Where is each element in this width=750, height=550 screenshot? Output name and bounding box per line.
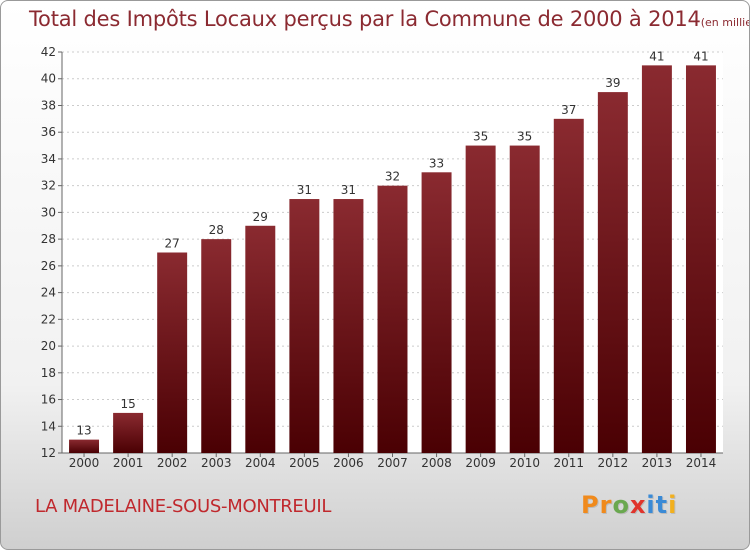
x-tick-label: 2005 bbox=[289, 456, 320, 470]
x-tick-label: 2013 bbox=[642, 456, 673, 470]
y-tick-label: 40 bbox=[41, 72, 56, 86]
bar-value-label: 39 bbox=[605, 76, 620, 90]
bar bbox=[377, 185, 408, 453]
bar-value-label: 33 bbox=[429, 156, 444, 170]
y-tick-label: 18 bbox=[41, 366, 56, 380]
proxiti-logo: Proxiti bbox=[581, 491, 677, 519]
logo-letter: i bbox=[668, 491, 678, 519]
bar bbox=[421, 172, 452, 454]
bar bbox=[553, 118, 584, 453]
x-tick-label: 2002 bbox=[157, 456, 188, 470]
y-tick-label: 38 bbox=[41, 98, 56, 112]
y-tick-label: 14 bbox=[41, 419, 56, 433]
x-tick-label: 2010 bbox=[509, 456, 540, 470]
bar-value-label: 37 bbox=[561, 103, 576, 117]
x-tick-label: 2011 bbox=[553, 456, 584, 470]
x-tick-label: 2014 bbox=[686, 456, 717, 470]
bar bbox=[201, 239, 232, 453]
y-tick-label: 30 bbox=[41, 205, 56, 219]
bar bbox=[333, 199, 364, 453]
x-tick-label: 2003 bbox=[201, 456, 232, 470]
chart-unit: (en milliers d'€) bbox=[700, 16, 749, 29]
bar-value-label: 31 bbox=[341, 183, 356, 197]
bar bbox=[113, 412, 144, 453]
bar-value-label: 27 bbox=[165, 237, 180, 251]
chart-title: Total des Impôts Locaux perçus par la Co… bbox=[29, 7, 749, 31]
x-tick-label: 2001 bbox=[113, 456, 144, 470]
y-tick-label: 32 bbox=[41, 179, 56, 193]
x-tick-label: 2012 bbox=[598, 456, 629, 470]
logo-letter: i bbox=[646, 491, 656, 519]
logo-letter: P bbox=[581, 491, 600, 519]
bar bbox=[69, 439, 100, 453]
y-tick-label: 24 bbox=[41, 286, 56, 300]
y-tick-label: 12 bbox=[41, 446, 56, 460]
bar bbox=[597, 92, 628, 453]
y-tick-label: 28 bbox=[41, 232, 56, 246]
bar bbox=[245, 225, 276, 453]
logo-letter: t bbox=[655, 491, 669, 519]
bar-value-label: 13 bbox=[76, 424, 91, 438]
bar-value-label: 31 bbox=[297, 183, 312, 197]
bar-value-label: 28 bbox=[209, 223, 224, 237]
bar-value-label: 29 bbox=[253, 210, 268, 224]
commune-name: LA MADELAINE-SOUS-MONTREUIL bbox=[35, 496, 332, 517]
y-tick-label: 42 bbox=[41, 45, 56, 59]
x-tick-label: 2004 bbox=[245, 456, 276, 470]
bar bbox=[157, 252, 188, 453]
bar-value-label: 32 bbox=[385, 170, 400, 184]
y-tick-label: 26 bbox=[41, 259, 56, 273]
logo-letter: x bbox=[629, 491, 647, 519]
bar bbox=[465, 145, 496, 454]
logo-letter: r bbox=[599, 491, 613, 519]
bar-value-label: 41 bbox=[649, 49, 664, 63]
bar-value-label: 15 bbox=[120, 397, 135, 411]
bar-value-label: 41 bbox=[693, 49, 708, 63]
y-tick-label: 20 bbox=[41, 339, 56, 353]
x-tick-label: 2009 bbox=[465, 456, 496, 470]
y-tick-label: 22 bbox=[41, 312, 56, 326]
y-tick-label: 36 bbox=[41, 125, 56, 139]
x-tick-label: 2007 bbox=[377, 456, 408, 470]
y-tick-label: 34 bbox=[41, 152, 56, 166]
logo-letter: o bbox=[612, 491, 630, 519]
bar bbox=[289, 199, 320, 453]
x-tick-label: 2000 bbox=[69, 456, 100, 470]
y-tick-label: 16 bbox=[41, 393, 56, 407]
x-tick-label: 2006 bbox=[333, 456, 364, 470]
chart-title-text: Total des Impôts Locaux perçus par la Co… bbox=[29, 7, 701, 31]
bar bbox=[509, 145, 540, 454]
bar bbox=[641, 65, 672, 453]
x-tick-label: 2008 bbox=[421, 456, 452, 470]
bar bbox=[685, 65, 716, 453]
bar-value-label: 35 bbox=[517, 130, 532, 144]
bar-value-label: 35 bbox=[473, 130, 488, 144]
